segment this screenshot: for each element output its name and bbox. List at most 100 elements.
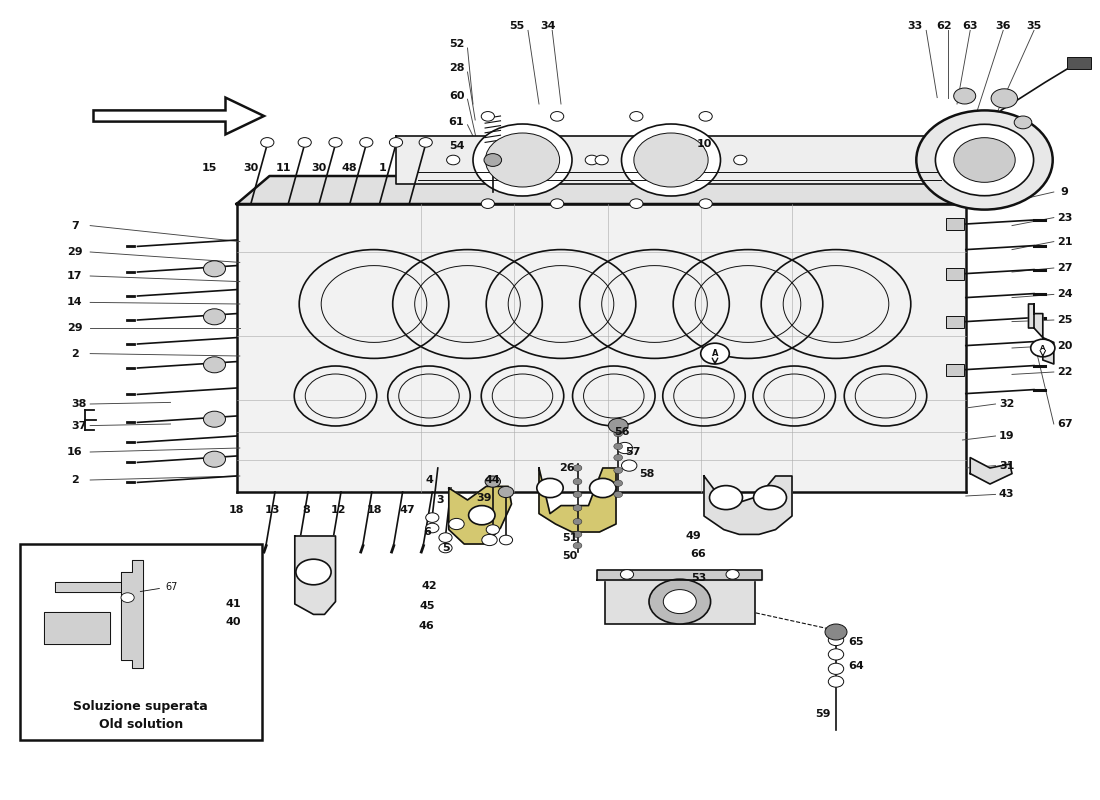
Text: 48: 48 bbox=[342, 163, 358, 173]
Text: 30: 30 bbox=[243, 163, 258, 173]
Circle shape bbox=[360, 138, 373, 147]
Circle shape bbox=[701, 343, 729, 364]
Text: 49: 49 bbox=[685, 531, 701, 541]
Text: 40: 40 bbox=[226, 618, 241, 627]
Text: 45: 45 bbox=[419, 602, 435, 611]
Text: 67: 67 bbox=[1057, 419, 1072, 429]
Polygon shape bbox=[236, 176, 996, 204]
Circle shape bbox=[498, 486, 514, 498]
Circle shape bbox=[608, 418, 628, 433]
Polygon shape bbox=[44, 612, 110, 644]
Polygon shape bbox=[94, 98, 264, 134]
Text: 6: 6 bbox=[422, 527, 431, 537]
Text: 8: 8 bbox=[301, 506, 310, 515]
Circle shape bbox=[419, 138, 432, 147]
Text: 67: 67 bbox=[140, 582, 177, 592]
Text: 3: 3 bbox=[437, 495, 443, 505]
Text: 53: 53 bbox=[691, 573, 706, 582]
Text: 42: 42 bbox=[421, 581, 437, 590]
Text: 56: 56 bbox=[614, 427, 629, 437]
Circle shape bbox=[473, 124, 572, 196]
Circle shape bbox=[204, 451, 226, 467]
Circle shape bbox=[537, 478, 563, 498]
Circle shape bbox=[573, 518, 582, 525]
Text: 52: 52 bbox=[449, 39, 464, 49]
Text: 34: 34 bbox=[540, 21, 556, 30]
Circle shape bbox=[426, 523, 439, 533]
Text: 39: 39 bbox=[476, 493, 492, 502]
Circle shape bbox=[482, 534, 497, 546]
Text: 61: 61 bbox=[449, 117, 464, 126]
Text: 10: 10 bbox=[696, 139, 712, 149]
Circle shape bbox=[828, 663, 844, 674]
Circle shape bbox=[298, 138, 311, 147]
Bar bbox=[20, 544, 262, 740]
Circle shape bbox=[573, 478, 582, 485]
Circle shape bbox=[439, 543, 452, 553]
Circle shape bbox=[485, 476, 501, 487]
Circle shape bbox=[573, 465, 582, 471]
Text: 32: 32 bbox=[999, 399, 1014, 409]
Text: 28: 28 bbox=[449, 63, 464, 73]
Text: 13: 13 bbox=[265, 506, 280, 515]
Polygon shape bbox=[236, 204, 966, 492]
Circle shape bbox=[204, 357, 226, 373]
Polygon shape bbox=[970, 458, 1012, 484]
Text: 12: 12 bbox=[331, 506, 346, 515]
Circle shape bbox=[585, 155, 598, 165]
Circle shape bbox=[828, 676, 844, 687]
Text: 23: 23 bbox=[1057, 213, 1072, 222]
Polygon shape bbox=[539, 468, 616, 532]
Text: 27: 27 bbox=[1057, 263, 1072, 273]
Text: 36: 36 bbox=[996, 21, 1011, 30]
Text: 2: 2 bbox=[70, 349, 79, 358]
Circle shape bbox=[614, 430, 623, 437]
Text: Soluzione superata: Soluzione superata bbox=[74, 700, 208, 713]
Text: 66: 66 bbox=[691, 549, 706, 558]
Circle shape bbox=[828, 649, 844, 660]
Text: la passione oltre i limiti: la passione oltre i limiti bbox=[395, 334, 749, 498]
Circle shape bbox=[828, 634, 844, 646]
Text: 54: 54 bbox=[449, 141, 464, 150]
Text: 29: 29 bbox=[67, 323, 82, 333]
Circle shape bbox=[991, 89, 1018, 108]
Text: 62: 62 bbox=[936, 21, 952, 30]
Circle shape bbox=[954, 88, 976, 104]
Text: 37: 37 bbox=[72, 421, 87, 430]
Circle shape bbox=[614, 467, 623, 474]
Text: 30: 30 bbox=[311, 163, 327, 173]
Polygon shape bbox=[396, 136, 957, 184]
Text: 29: 29 bbox=[67, 247, 82, 257]
Circle shape bbox=[329, 138, 342, 147]
Text: 7: 7 bbox=[70, 221, 79, 230]
Circle shape bbox=[614, 480, 623, 486]
Text: 22: 22 bbox=[1057, 367, 1072, 377]
Text: 9: 9 bbox=[1060, 187, 1069, 197]
Circle shape bbox=[621, 460, 637, 471]
Circle shape bbox=[1014, 116, 1032, 129]
Circle shape bbox=[629, 199, 642, 209]
Bar bbox=[946, 316, 964, 328]
Text: 1: 1 bbox=[378, 163, 387, 173]
Polygon shape bbox=[449, 486, 512, 544]
Circle shape bbox=[204, 261, 226, 277]
Circle shape bbox=[204, 309, 226, 325]
Polygon shape bbox=[295, 536, 336, 614]
Text: 55: 55 bbox=[509, 21, 525, 30]
Text: 50: 50 bbox=[562, 551, 578, 561]
Text: 44: 44 bbox=[485, 475, 501, 485]
Text: 65: 65 bbox=[848, 637, 864, 646]
Circle shape bbox=[481, 199, 495, 209]
Circle shape bbox=[590, 478, 616, 498]
Text: 46: 46 bbox=[419, 621, 435, 630]
Text: 41: 41 bbox=[226, 599, 241, 609]
Bar bbox=[946, 364, 964, 376]
Circle shape bbox=[700, 111, 713, 121]
Text: 33: 33 bbox=[908, 21, 923, 30]
Circle shape bbox=[486, 525, 499, 534]
Circle shape bbox=[700, 199, 713, 209]
Text: 18: 18 bbox=[229, 506, 244, 515]
Text: 19: 19 bbox=[999, 431, 1014, 441]
Circle shape bbox=[595, 155, 608, 165]
Circle shape bbox=[550, 111, 563, 121]
